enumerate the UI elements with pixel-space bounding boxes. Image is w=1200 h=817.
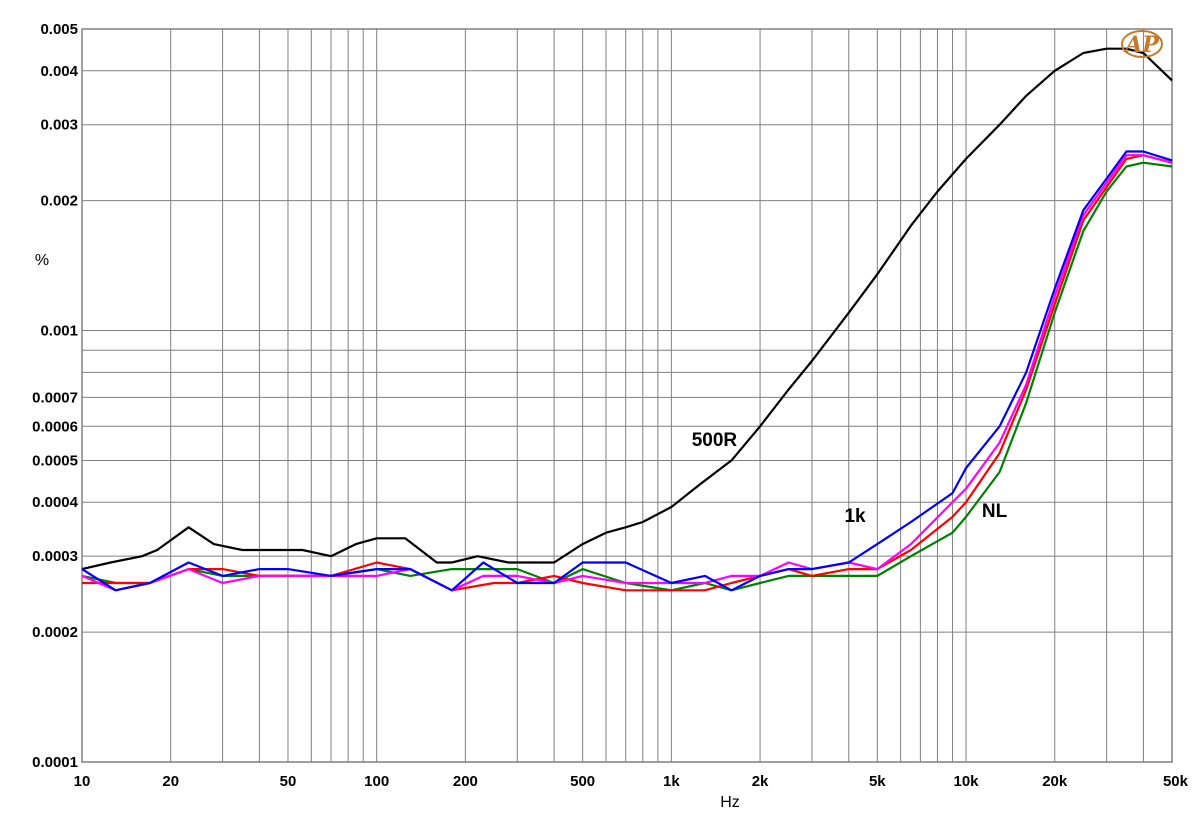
curve-label-nl: NL — [982, 501, 1008, 522]
x-tick-label: 50k — [1163, 773, 1189, 790]
y-tick-label: 0.003 — [40, 117, 78, 134]
y-tick-label: 0.002 — [40, 193, 78, 210]
x-tick-label: 50 — [280, 773, 297, 790]
series-line-magenta — [81, 154, 1173, 592]
y-tick-label: 0.005 — [40, 21, 78, 38]
x-tick-label: 5k — [869, 773, 886, 790]
series-line-1k — [81, 150, 1173, 592]
tick-labels-layer: 10 20 50 100 200 500 1k 2k 5k 10k 20k 50k 0.005 0.004… — [32, 21, 1189, 790]
x-tick-label: 2k — [752, 773, 769, 790]
y-tick-label: 0.004 — [40, 63, 78, 80]
curve-label-1k: 1k — [844, 506, 866, 527]
y-tick-label: 0.0003 — [32, 548, 78, 565]
y-tick-label: 0.0005 — [32, 452, 78, 469]
y-tick-label: 0.0004 — [32, 494, 79, 511]
x-tick-label: 20k — [1042, 773, 1068, 790]
y-tick-label: 0.0006 — [32, 418, 78, 435]
x-tick-label: 1k — [663, 773, 680, 790]
ap-logo-ring — [1121, 30, 1163, 58]
annotations-layer: 500R 1k NL — [692, 430, 1008, 527]
x-tick-label: 200 — [453, 773, 478, 790]
y-tick-label: 0.0007 — [32, 389, 78, 406]
x-tick-label: 10 — [74, 773, 91, 790]
curve-label-500r: 500R — [692, 430, 738, 451]
ap-logo: AP — [1121, 30, 1163, 58]
x-tick-label: 100 — [364, 773, 389, 790]
series-layer — [81, 47, 1173, 592]
series-line-500r — [81, 47, 1173, 571]
y-tick-label: 0.0001 — [32, 754, 78, 771]
x-tick-label: 500 — [570, 773, 595, 790]
x-axis-title: Hz — [720, 794, 740, 811]
y-tick-label: 0.0002 — [32, 624, 78, 641]
grid-layer — [81, 28, 1173, 763]
plot-frame — [81, 28, 1173, 763]
y-axis-title: % — [35, 252, 49, 269]
x-tick-label: 10k — [954, 773, 980, 790]
y-tick-label: 0.001 — [40, 323, 78, 340]
x-tick-label: 20 — [162, 773, 179, 790]
ap-logo-text: AP — [1123, 32, 1160, 58]
